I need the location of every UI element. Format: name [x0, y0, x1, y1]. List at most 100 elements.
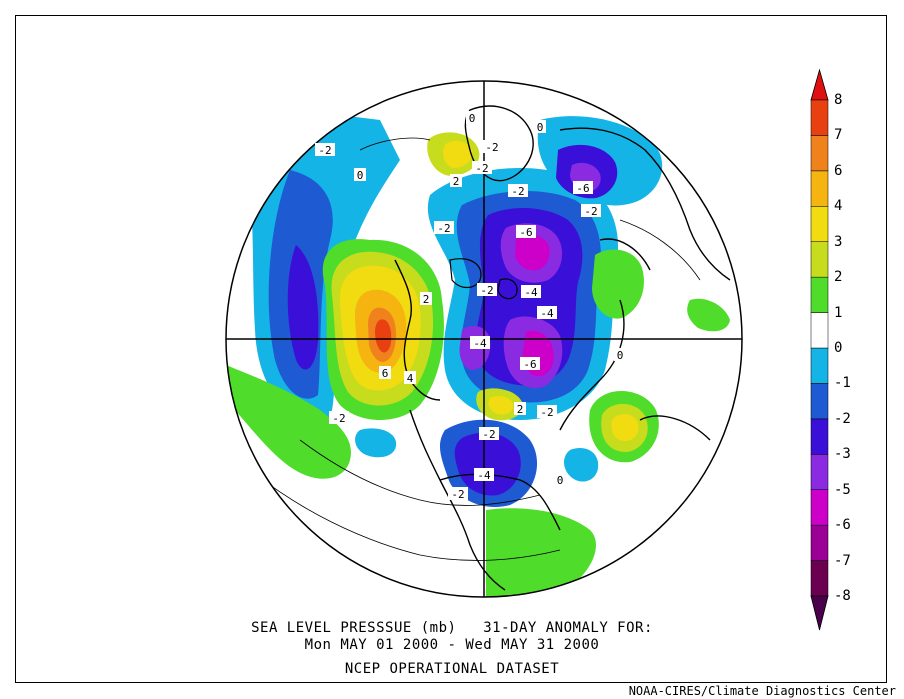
- svg-text:-4: -4: [477, 469, 491, 482]
- credit-text: NOAA-CIRES/Climate Diagnostics Center: [628, 684, 896, 698]
- contour-label: 2: [514, 402, 526, 416]
- colorbar-bottom-arrow: [810, 595, 829, 631]
- contour-label: -4: [470, 336, 490, 350]
- contour-label: 0: [614, 348, 626, 362]
- contour-label: -2: [315, 143, 335, 157]
- colorbar-label: 1: [834, 304, 843, 321]
- canada-low-core: [454, 432, 521, 496]
- asia-neg-small-1: [564, 448, 599, 482]
- asia-coast: [559, 299, 711, 441]
- colorbar-box: [810, 241, 829, 278]
- colorbar-label: -6: [834, 517, 851, 534]
- svg-text:-4: -4: [473, 337, 487, 350]
- contour-label: -2: [581, 204, 601, 218]
- svg-text:-4: -4: [524, 286, 538, 299]
- colorbar-box: [810, 276, 829, 313]
- alaska-high-6: [375, 319, 392, 353]
- contour-label: 0: [534, 120, 546, 134]
- contour-label: -4: [521, 285, 541, 299]
- colorbar-box: [810, 489, 829, 526]
- title-line-3: NCEP OPERATIONAL DATASET: [344, 661, 560, 677]
- svg-text:2: 2: [517, 403, 524, 416]
- contour-label: -2: [537, 405, 557, 419]
- colorbar-box: [810, 560, 829, 597]
- svg-text:-4: -4: [540, 307, 554, 320]
- atlantic-neg-small: [355, 428, 397, 458]
- svg-text:-2: -2: [511, 185, 524, 198]
- svg-text:2: 2: [453, 175, 460, 188]
- asia-pos-1: [592, 249, 644, 319]
- contour-label: 2: [450, 174, 462, 188]
- colorbar-box: [810, 454, 829, 490]
- colorbar-label: 7: [834, 127, 843, 144]
- colorbar-top-arrow: [810, 68, 829, 101]
- asia-pos-2: [687, 298, 730, 332]
- colorbar-label: 2: [834, 269, 843, 286]
- contour-label: 2: [420, 292, 432, 306]
- svg-text:-2: -2: [451, 488, 464, 501]
- svg-text:0: 0: [537, 121, 544, 134]
- bering-pos-2: [488, 396, 514, 415]
- colorbar-label: 3: [834, 233, 843, 250]
- colorbar: [810, 68, 829, 631]
- contour-label: -2: [472, 161, 492, 175]
- svg-text:-2: -2: [485, 141, 498, 154]
- colorbar-box: [810, 135, 829, 172]
- contour-label: 6: [379, 366, 391, 380]
- contour-line-2: [249, 469, 561, 561]
- contour-label: 4: [404, 371, 416, 385]
- greenland-coast: [464, 105, 534, 182]
- colorbar-label: -1: [834, 375, 851, 392]
- contour-line-4: [619, 219, 701, 281]
- colorbar-label: 4: [834, 198, 843, 215]
- asia-pos-high-core: [611, 414, 639, 442]
- svg-text:0: 0: [617, 349, 624, 362]
- svg-text:4: 4: [407, 372, 414, 385]
- svg-text:-2: -2: [540, 406, 553, 419]
- colorbar-box: [810, 170, 829, 207]
- contour-label: -2: [329, 411, 349, 425]
- svg-text:-2: -2: [332, 412, 345, 425]
- contour-label: -2: [434, 221, 454, 235]
- svg-text:0: 0: [557, 474, 564, 487]
- colorbar-label: -5: [834, 481, 851, 498]
- contour-label: -2: [482, 140, 502, 154]
- svg-text:-2: -2: [480, 284, 493, 297]
- contour-label: -6: [520, 357, 540, 371]
- title-line-2: Mon MAY 01 2000 - Wed MAY 31 2000: [304, 637, 600, 653]
- arctic-low-magenta-a: [515, 234, 550, 271]
- svg-text:-2: -2: [584, 205, 597, 218]
- contour-label: -6: [573, 181, 593, 195]
- colorbar-label: -3: [834, 446, 851, 463]
- contour-label: -4: [474, 468, 494, 482]
- contour-label: 0: [466, 111, 478, 125]
- colorbar-label: 0: [834, 340, 843, 356]
- contour-line-3: [359, 137, 431, 151]
- svg-text:-2: -2: [437, 222, 450, 235]
- svg-text:0: 0: [357, 169, 364, 182]
- colorbar-box: [810, 418, 829, 455]
- colorbar-label: -8: [834, 588, 851, 604]
- svg-text:-2: -2: [482, 428, 495, 441]
- contour-label: -4: [537, 306, 557, 320]
- colorbar-box: [810, 524, 829, 561]
- svg-text:-6: -6: [576, 182, 589, 195]
- contour-line-1: [299, 439, 541, 506]
- svg-text:0: 0: [469, 112, 476, 125]
- svg-text:-2: -2: [475, 162, 488, 175]
- atlantic-pos: [486, 508, 596, 597]
- colorbar-label: 8: [834, 92, 843, 108]
- colorbar-box: [810, 206, 829, 242]
- title-line-1: SEA LEVEL PRESSSUE (mb) 31-DAY ANOMALY F…: [251, 620, 653, 636]
- svg-text:6: 6: [382, 367, 389, 380]
- contour-label: 0: [554, 473, 566, 487]
- alaska-coast: [394, 259, 441, 401]
- svg-text:-6: -6: [523, 358, 536, 371]
- svg-text:-2: -2: [318, 144, 331, 157]
- arctic-islands: [449, 258, 518, 300]
- greenland-pos-2: [443, 140, 473, 168]
- colorbar-box: [810, 347, 829, 384]
- pacific-sub-pos: [226, 365, 351, 479]
- europe-coast: [559, 127, 731, 281]
